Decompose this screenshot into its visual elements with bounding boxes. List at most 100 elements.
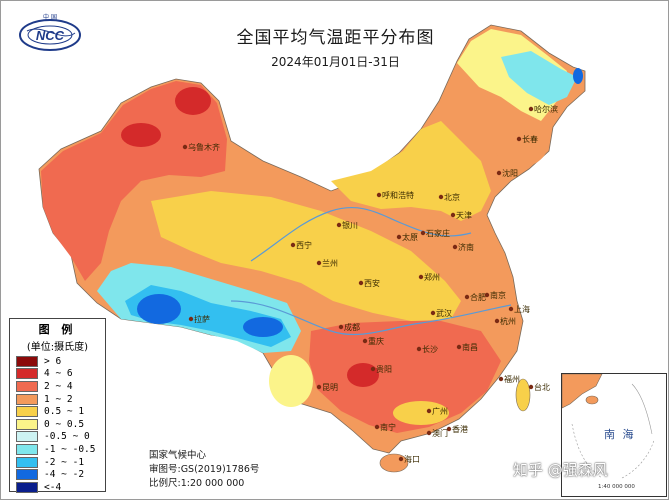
legend-label: <-4 — [44, 481, 62, 493]
river-yellow — [250, 206, 472, 262]
city-label: 杭州 — [500, 316, 516, 326]
city-label: 长春 — [522, 134, 538, 144]
city-dot — [508, 306, 514, 312]
city-dot — [438, 194, 444, 200]
city-label: 昆明 — [322, 383, 338, 392]
anomaly-zone-taiwan — [515, 378, 531, 412]
city-dot — [316, 384, 322, 390]
city-dot — [484, 292, 490, 298]
legend-row: -4 ~ -2 — [16, 468, 105, 481]
page-subtitle: 2024年01月01日-31日 — [271, 55, 400, 69]
anomaly-zone-yellow-north — [331, 121, 491, 221]
city-dot — [450, 212, 456, 218]
city-dot — [188, 316, 194, 322]
city-label: 哈尔滨 — [534, 104, 558, 114]
legend-row: 4 ~ 6 — [16, 368, 105, 381]
city-label: 南京 — [490, 290, 506, 300]
inset-title: 南 海 — [604, 428, 636, 441]
city-label: 呼和浩特 — [382, 190, 414, 200]
anomaly-zone-xinjiang — [41, 81, 227, 281]
city-dot — [528, 384, 534, 390]
south-china-sea-inset: 南 海 1:40 000 000 — [561, 373, 667, 497]
city-dot — [396, 234, 402, 240]
ncc-logo: NCC 中 国 — [19, 13, 81, 51]
city-label: 沈阳 — [502, 168, 518, 178]
city-label: 济南 — [458, 242, 474, 252]
city-label: 南宁 — [380, 422, 396, 432]
city-label: 乌鲁木齐 — [188, 142, 220, 152]
city-label: 太原 — [402, 232, 418, 242]
legend-label: 2 ~ 4 — [44, 380, 73, 392]
city-label: 天津 — [456, 210, 472, 220]
anomaly-zone-yellow-central — [151, 191, 461, 321]
legend-row: 2 ~ 4 — [16, 380, 105, 393]
city-dot — [464, 294, 470, 300]
city-dot — [336, 222, 342, 228]
city-label: 海口 — [404, 454, 420, 464]
city-label: 西安 — [364, 278, 380, 288]
city-label: 广州 — [432, 406, 448, 416]
legend-swatch — [16, 469, 38, 481]
legend-row: -1 ~ -0.5 — [16, 443, 105, 456]
city-dot — [376, 192, 382, 198]
city-dot — [498, 376, 504, 382]
logo-text: NCC — [36, 28, 65, 43]
city-dot — [494, 318, 500, 324]
legend-row: <-4 — [16, 481, 105, 494]
city-dot — [316, 260, 322, 266]
city-dot — [430, 310, 436, 316]
city-dot — [290, 242, 296, 248]
page-title: 全国平均气温距平分布图 — [236, 28, 435, 48]
city-dot — [418, 274, 424, 280]
city-label: 郑州 — [424, 272, 440, 282]
city-label: 石家庄 — [426, 228, 450, 238]
credits-review: 审图号:GS(2019)1786号 — [149, 464, 260, 475]
legend-swatch — [16, 355, 38, 367]
city-label: 南昌 — [462, 342, 478, 352]
city-label: 西宁 — [296, 240, 312, 250]
legend-swatch — [16, 443, 38, 455]
anomaly-zone-tibet-deep-west — [137, 294, 181, 324]
credits: 国家气候中心 审图号:GS(2019)1786号 比例尺:1:20 000 00… — [149, 449, 259, 491]
city-label: 成都 — [344, 322, 360, 332]
legend-swatch — [16, 368, 38, 380]
city-label: 福州 — [504, 375, 520, 384]
inset-map — [562, 374, 655, 479]
city-label: 合肥 — [470, 292, 486, 302]
legend-row: > 6 — [16, 355, 105, 368]
legend-swatch — [16, 481, 38, 493]
legend-swatch — [16, 418, 38, 430]
legend-row: -0.5 ~ 0 — [16, 431, 105, 444]
city-label: 重庆 — [368, 336, 384, 346]
legend-label: 0 ~ 0.5 — [44, 418, 85, 430]
legend-swatch — [16, 406, 38, 418]
city-dot — [398, 456, 404, 462]
logo-top-text: 中 国 — [43, 13, 57, 21]
city-label: 台北 — [534, 382, 550, 392]
legend-row: 0.5 ~ 1 — [16, 405, 105, 418]
legend-swatch — [16, 393, 38, 405]
city-label: 北京 — [444, 192, 460, 202]
anomaly-zone-yunnan-yellow — [269, 355, 313, 407]
anomaly-zone-south-warm — [309, 321, 501, 433]
city-label: 香港 — [452, 424, 468, 434]
anomaly-zone-guangdong-yellow — [393, 401, 449, 425]
city-label: 兰州 — [322, 258, 338, 268]
legend-row: 1 ~ 2 — [16, 393, 105, 406]
city-dot — [370, 366, 376, 372]
city-dot — [516, 136, 522, 142]
city-dot — [420, 230, 426, 236]
credits-org: 国家气候中心 — [149, 450, 207, 461]
legend-label: -0.5 ~ 0 — [44, 431, 90, 443]
legend-row: 0 ~ 0.5 — [16, 418, 105, 431]
city-dot — [416, 346, 422, 352]
legend-label: -2 ~ -1 — [44, 456, 85, 468]
city-dot — [374, 424, 380, 430]
credits-scale: 比例尺:1:20 000 000 — [149, 478, 245, 489]
legend-label: 0.5 ~ 1 — [44, 406, 85, 418]
